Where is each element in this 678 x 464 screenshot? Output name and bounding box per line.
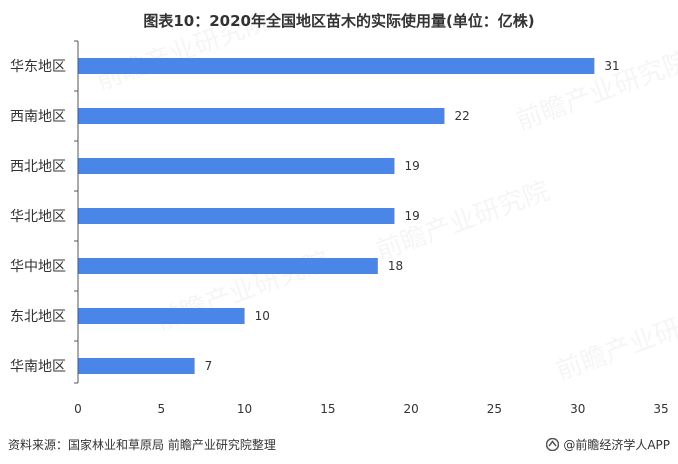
x-tick-label: 10 <box>237 402 252 416</box>
x-tick-label: 35 <box>653 402 668 416</box>
bar-value-label: 19 <box>404 209 419 223</box>
x-tick-label: 30 <box>570 402 585 416</box>
bar-value-label: 7 <box>205 359 213 373</box>
category-label: 华南地区 <box>10 359 66 375</box>
category-label: 西南地区 <box>10 109 66 125</box>
bar-value-label: 31 <box>604 59 619 73</box>
source-note: 资料来源：国家林业和草原局 前瞻产业研究院整理 <box>8 438 276 452</box>
watermark-text: 前瞻产业研究院 <box>372 176 553 266</box>
bar-value-label: 19 <box>404 159 419 173</box>
bar-value-label: 10 <box>255 309 270 323</box>
category-label: 华中地区 <box>10 259 66 275</box>
bars-group: 31 华东地区 22 西南地区 19 西北地区 19 华北地区 18 华中地区 10 东北地区 7 华南地… <box>10 40 620 375</box>
category-label: 东北地区 <box>10 309 66 325</box>
bar <box>78 108 445 124</box>
bar <box>78 308 245 324</box>
x-tick-label: 20 <box>404 402 419 416</box>
brand-logo-icon <box>546 438 560 451</box>
bar <box>78 158 395 174</box>
x-tick-label: 15 <box>320 402 335 416</box>
bar <box>78 208 395 224</box>
watermark-text: 前瞻产业研究院 <box>92 6 273 96</box>
bar <box>78 58 595 74</box>
x-tick-label: 5 <box>157 402 165 416</box>
bar-value-label: 18 <box>388 259 403 273</box>
category-label: 西北地区 <box>10 159 66 175</box>
x-tick-label: 0 <box>74 402 82 416</box>
brand-credit: @前瞻经济学人APP <box>546 436 670 453</box>
bar-value-label: 22 <box>454 109 469 123</box>
x-tick-label: 25 <box>487 402 502 416</box>
bar <box>78 258 378 274</box>
category-label: 华东地区 <box>10 59 66 75</box>
brand-label: @前瞻经济学人APP <box>563 438 670 452</box>
category-label: 华北地区 <box>10 209 66 225</box>
axis-group: 0 5 10 15 20 25 30 35 <box>74 41 669 416</box>
watermark-text: 前瞻产业研究院 <box>552 296 678 386</box>
bar <box>78 358 195 374</box>
chart-title: 图表10：2020年全国地区苗木的实际使用量(单位：亿株) <box>143 12 535 30</box>
